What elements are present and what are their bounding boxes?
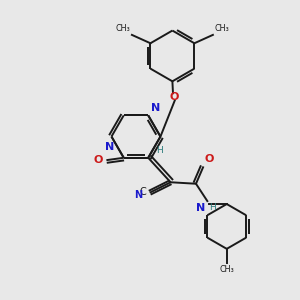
Text: O: O: [93, 155, 103, 165]
Text: H: H: [157, 146, 163, 155]
Text: N: N: [151, 103, 160, 113]
Text: CH₃: CH₃: [116, 24, 131, 33]
Text: N: N: [134, 190, 142, 200]
Text: CH₃: CH₃: [214, 24, 229, 33]
Text: N: N: [196, 203, 205, 213]
Text: H: H: [209, 203, 216, 212]
Text: O: O: [169, 92, 178, 102]
Text: C: C: [140, 187, 147, 197]
Text: N: N: [105, 142, 115, 152]
Text: O: O: [205, 154, 214, 164]
Text: CH₃: CH₃: [219, 265, 234, 274]
